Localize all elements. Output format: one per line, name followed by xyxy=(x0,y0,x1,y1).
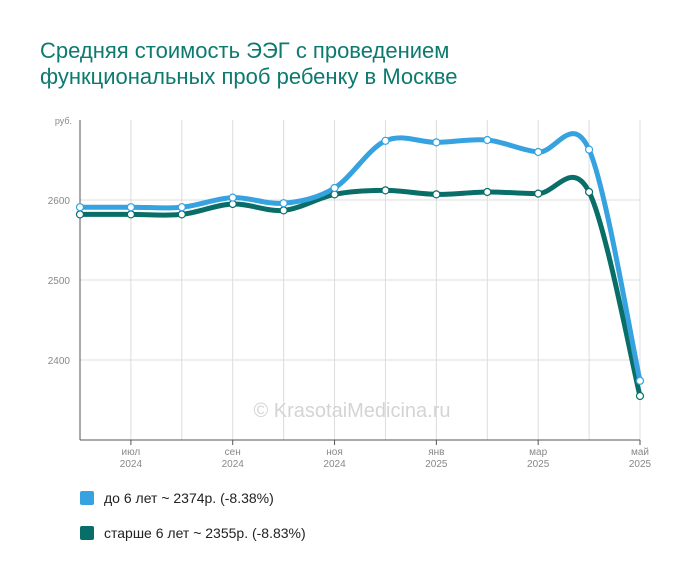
series-line-under-6 xyxy=(77,131,643,384)
data-point-under-6 xyxy=(177,203,186,212)
x-tick-label-month: мар xyxy=(529,447,547,458)
data-point-under-6 xyxy=(483,135,492,145)
x-tick-label-year: 2024 xyxy=(222,459,245,470)
data-point-over-6 xyxy=(483,187,492,197)
data-point-under-6 xyxy=(584,145,594,154)
watermark: © KrasotaiMedicina.ru xyxy=(253,400,450,422)
x-tick-label-year: 2025 xyxy=(425,459,448,470)
data-point-under-6 xyxy=(279,199,288,208)
x-tick-label-year: 2025 xyxy=(527,459,550,470)
data-point-over-6 xyxy=(584,187,594,197)
legend-swatch-under-6 xyxy=(80,491,94,505)
data-point-over-6 xyxy=(432,190,441,199)
data-point-under-6 xyxy=(432,138,441,147)
y-tick-label: 2500 xyxy=(48,276,71,287)
x-tick-label-month: янв xyxy=(428,447,444,458)
legend-swatch-over-6 xyxy=(80,526,94,540)
legend-label-over-6: старше 6 лет ~ 2355р. (-8.83%) xyxy=(104,525,306,541)
data-point-under-6 xyxy=(75,203,85,212)
data-point-over-6 xyxy=(75,210,85,219)
x-tick-label-year: 2025 xyxy=(629,459,652,470)
x-tick-label-year: 2024 xyxy=(323,459,346,470)
data-point-under-6 xyxy=(330,183,339,193)
data-point-over-6 xyxy=(635,391,645,401)
data-point-over-6 xyxy=(381,186,390,195)
data-point-under-6 xyxy=(228,193,237,202)
data-point-under-6 xyxy=(635,376,645,385)
data-point-over-6 xyxy=(534,189,543,198)
chart-title: Средняя стоимость ЭЭГ с проведением функ… xyxy=(40,38,660,90)
x-tick-label-month: ноя xyxy=(326,447,343,458)
x-tick-label-year: 2024 xyxy=(120,459,143,470)
chart-title-line-2: функциональных проб ребенку в Москве xyxy=(40,64,458,89)
y-axis-unit-label: руб. xyxy=(55,116,72,126)
x-tick-label-month: июл xyxy=(122,447,141,458)
legend-label-under-6: до 6 лет ~ 2374р. (-8.38%) xyxy=(104,490,274,506)
data-point-over-6 xyxy=(279,206,288,215)
x-tick-label-month: май xyxy=(631,447,649,458)
legend-item-over-6[interactable]: старше 6 лет ~ 2355р. (-8.83%) xyxy=(80,525,480,545)
data-point-over-6 xyxy=(126,210,136,219)
legend-item-under-6[interactable]: до 6 лет ~ 2374р. (-8.38%) xyxy=(80,490,480,510)
data-point-under-6 xyxy=(534,147,543,157)
y-tick-label: 2400 xyxy=(48,356,71,367)
data-point-over-6 xyxy=(177,210,186,219)
data-point-under-6 xyxy=(381,136,390,145)
x-tick-label-month: сен xyxy=(225,447,241,458)
chart-title-line-1: Средняя стоимость ЭЭГ с проведением xyxy=(40,38,450,63)
y-tick-label: 2600 xyxy=(48,196,71,207)
data-point-under-6 xyxy=(126,203,136,212)
